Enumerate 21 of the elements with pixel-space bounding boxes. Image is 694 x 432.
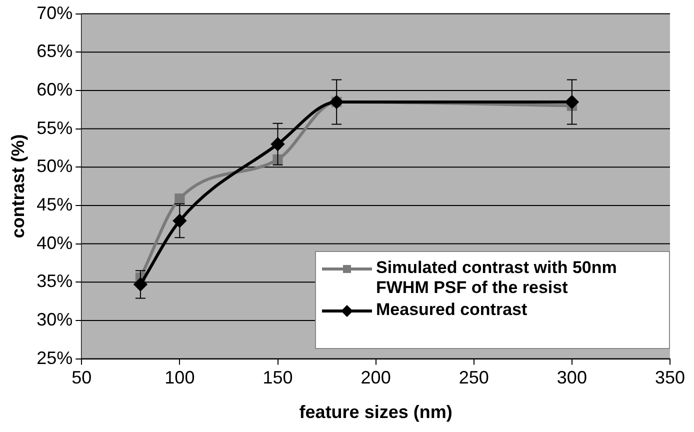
y-tick-label: 25% [36, 348, 73, 368]
x-tick-label: 300 [556, 368, 587, 388]
y-tick-label: 45% [36, 194, 73, 214]
y-tick-label: 35% [36, 271, 73, 292]
y-tick-label: 55% [36, 118, 73, 138]
x-tick-label: 150 [262, 368, 293, 388]
y-tick-label: 70% [36, 2, 73, 23]
x-axis-title: feature sizes (nm) [299, 402, 452, 422]
legend-label: Simulated contrast with 50nm FWHM PSF of the resist [376, 258, 618, 298]
x-tick-label: 350 [654, 368, 686, 388]
y-tick-label: 50% [36, 156, 73, 176]
y-tick-label: 30% [36, 309, 73, 330]
legend-label: Measured contrast [376, 300, 528, 320]
x-tick-label: 250 [458, 368, 489, 388]
x-tick-label: 50 [72, 368, 92, 388]
y-tick-label: 60% [36, 79, 73, 100]
y-tick-label: 65% [36, 41, 73, 62]
y-axis-title: contrast (%) [8, 134, 28, 238]
y-tick-label: 40% [36, 232, 73, 253]
x-tick-label: 200 [360, 368, 391, 388]
x-tick-label: 100 [164, 368, 195, 388]
